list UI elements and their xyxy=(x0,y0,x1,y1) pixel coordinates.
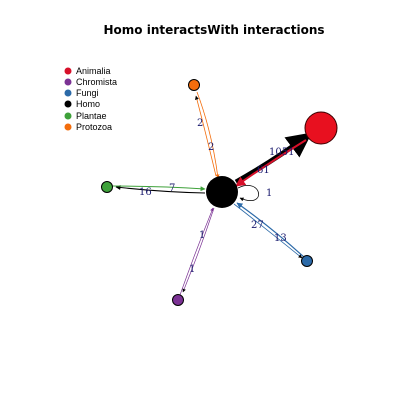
edge-homo-to-chromista xyxy=(182,207,215,293)
legend-swatch-animalia xyxy=(64,67,72,75)
legend-item-chromista: Chromista xyxy=(64,77,117,87)
edges xyxy=(111,91,313,296)
legend-swatch-fungi xyxy=(64,89,72,97)
edge-label-chromista-to-homo: 1 xyxy=(199,230,205,241)
edge-label-homo-to-protozoa: 2 xyxy=(197,118,203,129)
edge-chromista-to-homo xyxy=(179,207,214,296)
node-animalia xyxy=(304,111,338,145)
edge-label-protozoa-to-homo: 2 xyxy=(208,142,214,153)
edge-label-homo-to-animalia: 1051 xyxy=(269,147,294,158)
legend-label-fungi: Fungi xyxy=(76,88,99,98)
edge-label-homo-to-chromista: 1 xyxy=(189,264,195,275)
nodes xyxy=(101,79,338,306)
node-fungi xyxy=(301,255,313,267)
edge-label-plantae-to-homo: 7 xyxy=(169,183,175,194)
legend-label-animalia: Animalia xyxy=(76,66,111,76)
legend-item-animalia: Animalia xyxy=(64,66,111,76)
edge-protozoa-to-homo xyxy=(196,91,220,179)
edge-homo-to-plantae xyxy=(115,185,206,194)
edge-label-fungi-to-homo: 27 xyxy=(251,220,264,231)
edge-homo-self-loop xyxy=(237,185,259,202)
legend-swatch-homo xyxy=(64,100,72,108)
node-protozoa xyxy=(188,79,200,91)
legend-swatch-protozoa xyxy=(64,123,72,131)
edge-label-homo-self: 1 xyxy=(266,188,272,199)
legend-item-plantae: Plantae xyxy=(64,111,107,121)
edge-homo-to-animalia xyxy=(234,131,313,185)
node-homo xyxy=(206,176,238,208)
edge-label-animalia-to-homo: 61 xyxy=(257,165,270,176)
legend-label-plantae: Plantae xyxy=(76,111,107,121)
edge-label-homo-to-plantae: 16 xyxy=(139,187,152,198)
legend: Animalia Chromista Fungi Homo Plantae Pr… xyxy=(64,66,117,132)
legend-item-homo: Homo xyxy=(64,99,100,109)
legend-label-homo: Homo xyxy=(76,99,100,109)
node-plantae xyxy=(101,181,113,193)
edge-homo-to-protozoa xyxy=(194,95,217,177)
edge-label-homo-to-fungi: 13 xyxy=(274,233,287,244)
legend-swatch-plantae xyxy=(64,112,72,120)
node-chromista xyxy=(172,294,184,306)
edge-labels: 1051 61 2 2 16 7 1 1 13 27 1 xyxy=(139,118,294,275)
diagram-title: Homo interactsWith interactions xyxy=(104,23,325,37)
legend-item-fungi: Fungi xyxy=(64,88,99,98)
legend-item-protozoa: Protozoa xyxy=(64,122,112,132)
edge-fungi-to-homo xyxy=(236,202,306,259)
legend-swatch-chromista xyxy=(64,78,72,86)
edge-plantae-to-homo xyxy=(111,185,206,192)
edge-animalia-to-homo xyxy=(235,139,307,187)
legend-label-protozoa: Protozoa xyxy=(76,122,112,132)
edge-homo-to-fungi xyxy=(233,203,303,259)
legend-label-chromista: Chromista xyxy=(76,77,117,87)
